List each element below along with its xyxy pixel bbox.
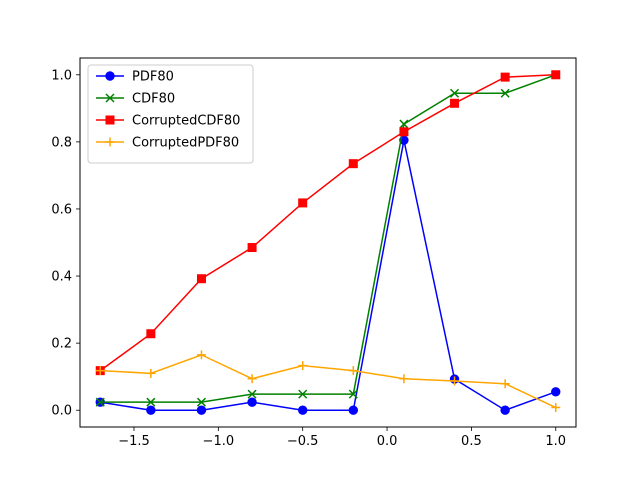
data-point-cdf80: [146, 397, 156, 407]
data-point-pdf80: [500, 405, 510, 415]
x-tick-label: −1.5: [118, 434, 150, 449]
y-tick-label: 0.6: [51, 202, 72, 217]
legend-item-pdf80: PDF80: [96, 70, 174, 85]
data-point-cdf80: [298, 389, 308, 399]
legend-label: CorruptedCDF80: [132, 114, 240, 129]
legend-marker: [105, 115, 115, 125]
data-point-corruptedcdf80: [348, 159, 358, 169]
data-point-pdf80: [196, 405, 207, 415]
data-point-cdf80: [348, 389, 358, 399]
data-point-corruptedcdf80: [399, 127, 409, 137]
plot-series: [95, 70, 561, 415]
legend-item-cdf80: CDF80: [96, 92, 175, 107]
legend-label: CDF80: [132, 92, 175, 107]
data-point-corruptedcdf80: [146, 329, 156, 339]
y-tick-label: 0.0: [51, 404, 72, 419]
data-point-corruptedpdf80: [146, 368, 156, 378]
data-point-corruptedcdf80: [500, 72, 510, 82]
y-tick-label: 0.4: [51, 270, 72, 285]
series-cdf80: [95, 70, 561, 407]
data-point-corruptedpdf80: [247, 374, 257, 384]
legend: PDF80 CDF80 CorruptedCDF80 CorruptedPDF80: [87, 64, 254, 164]
legend-item-corruptedcdf80: CorruptedCDF80: [96, 114, 240, 129]
x-tick-label: 1.0: [545, 434, 566, 449]
data-point-cdf80: [95, 397, 105, 407]
legend-item-corruptedpdf80: CorruptedPDF80: [96, 136, 239, 151]
data-point-corruptedcdf80: [551, 70, 561, 80]
data-point-cdf80: [500, 88, 510, 98]
legend-box: [87, 64, 254, 164]
data-point-corruptedpdf80: [551, 403, 561, 413]
data-point-pdf80: [247, 397, 257, 407]
x-tick-label: 0.0: [377, 434, 398, 449]
y-tick-label: 1.0: [51, 68, 72, 83]
data-point-pdf80: [297, 405, 308, 415]
data-point-corruptedpdf80: [500, 379, 510, 389]
legend-label: PDF80: [132, 70, 174, 85]
data-point-pdf80: [551, 387, 561, 397]
data-point-corruptedpdf80: [196, 350, 206, 360]
data-point-cdf80: [450, 88, 460, 98]
series-line-pdf80: [100, 140, 557, 412]
data-point-corruptedcdf80: [298, 198, 308, 208]
series-line-corruptedcdf80: [99, 74, 556, 372]
series-corruptedpdf80: [95, 350, 561, 413]
data-point-pdf80: [348, 405, 359, 415]
data-point-cdf80: [399, 119, 409, 129]
x-tick-label: −1.0: [203, 434, 235, 449]
data-point-corruptedpdf80: [399, 374, 409, 384]
data-point-corruptedcdf80: [196, 274, 206, 284]
legend-marker: [105, 93, 115, 103]
data-point-corruptedpdf80: [348, 366, 358, 376]
y-tick-label: 0.8: [51, 135, 72, 150]
data-point-corruptedpdf80: [95, 366, 105, 376]
y-tick-label: 0.2: [51, 337, 72, 352]
data-point-corruptedcdf80: [247, 243, 257, 253]
data-point-cdf80: [247, 389, 257, 399]
data-point-corruptedpdf80: [298, 361, 308, 371]
x-tick-label: 0.5: [461, 434, 482, 449]
series-line-corruptedpdf80: [100, 354, 557, 409]
data-point-pdf80: [146, 405, 156, 415]
legend-marker: [105, 137, 115, 147]
x-axis: −1.5 −1.0 −0.5 0.0 0.5 1.0: [118, 427, 566, 449]
data-point-corruptedpdf80: [450, 376, 460, 386]
y-axis: 0.0 0.2 0.4 0.6 0.8 1.0: [51, 68, 80, 419]
legend-marker: [105, 71, 115, 81]
series-line-cdf80: [100, 74, 557, 403]
x-tick-label: −0.5: [287, 434, 319, 449]
plot-frame: [79, 57, 577, 428]
data-point-cdf80: [196, 397, 206, 407]
legend-label: CorruptedPDF80: [132, 136, 239, 151]
data-point-corruptedcdf80: [450, 98, 460, 108]
